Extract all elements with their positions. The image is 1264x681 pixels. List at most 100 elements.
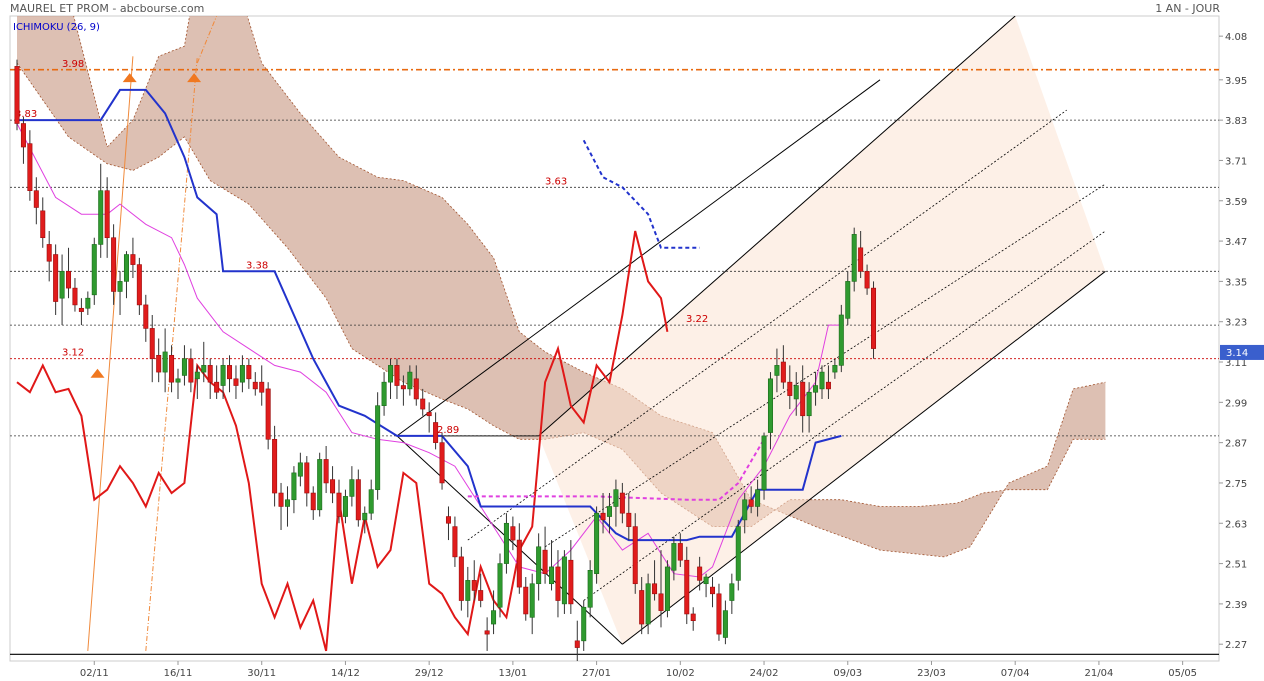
candle bbox=[381, 372, 387, 416]
candle-body bbox=[445, 516, 451, 524]
candle bbox=[503, 513, 509, 574]
orange-line-1 bbox=[145, 56, 198, 651]
candle-body bbox=[323, 459, 329, 484]
candle bbox=[20, 116, 26, 164]
candle-body bbox=[465, 580, 471, 601]
candle bbox=[349, 466, 355, 507]
candle-body bbox=[652, 583, 658, 595]
x-tick-label-12: 21/04 bbox=[1085, 668, 1114, 679]
candle-body bbox=[664, 566, 670, 611]
tenkan-projection bbox=[467, 438, 765, 501]
candle bbox=[188, 348, 194, 393]
candle bbox=[201, 341, 207, 383]
x-tick-label-10: 23/03 bbox=[917, 668, 946, 679]
candle-body bbox=[181, 358, 187, 376]
y-tick-label-5: 3.47 bbox=[1225, 237, 1247, 248]
tenkan-line bbox=[16, 123, 842, 578]
candle bbox=[710, 577, 716, 608]
candle-body bbox=[742, 499, 748, 521]
candle-body bbox=[767, 378, 773, 433]
y-tick-label-15: 2.27 bbox=[1225, 640, 1247, 651]
candle-body bbox=[98, 190, 104, 245]
candle-body bbox=[59, 271, 65, 299]
candle bbox=[53, 244, 59, 315]
candle bbox=[658, 550, 664, 628]
candle bbox=[291, 466, 297, 514]
candle bbox=[787, 365, 793, 410]
candle-body bbox=[671, 543, 677, 571]
candle bbox=[400, 375, 406, 406]
candle bbox=[735, 519, 741, 591]
candle-body bbox=[136, 264, 142, 306]
candle bbox=[864, 264, 870, 295]
candle bbox=[536, 533, 542, 601]
candle bbox=[169, 345, 175, 393]
candle-body bbox=[851, 234, 857, 282]
y-tick-label-2: 3.83 bbox=[1225, 116, 1247, 127]
candle-body bbox=[284, 499, 290, 507]
level-label-3: 3.38 bbox=[246, 260, 268, 271]
chart-title: MAUREL ET PROM - abcbourse.com bbox=[10, 2, 205, 15]
channel-lower-line bbox=[622, 270, 1106, 645]
candle bbox=[767, 372, 773, 450]
candle bbox=[310, 486, 316, 520]
period-label[interactable]: 1 AN - JOUR bbox=[1155, 2, 1220, 15]
candle-body bbox=[33, 190, 39, 208]
candle bbox=[91, 237, 97, 305]
candle-body bbox=[523, 586, 529, 615]
candle bbox=[761, 432, 767, 500]
candle bbox=[156, 338, 162, 383]
candle bbox=[632, 513, 638, 594]
candle bbox=[272, 425, 278, 507]
y-tick-label-8: 3.11 bbox=[1225, 358, 1247, 369]
candle bbox=[14, 59, 20, 131]
candle bbox=[426, 402, 432, 433]
candle-body bbox=[420, 398, 426, 410]
level-label-6: 2.89 bbox=[437, 425, 459, 436]
candle bbox=[871, 281, 877, 359]
cloud-span-a bbox=[73, 16, 1106, 558]
candle-body bbox=[394, 365, 400, 386]
candle-body bbox=[66, 271, 72, 289]
candle bbox=[336, 479, 342, 524]
candle-body bbox=[606, 506, 612, 517]
candle-body bbox=[858, 247, 864, 272]
candle bbox=[330, 466, 336, 504]
y-tick-label-10: 2.87 bbox=[1225, 439, 1247, 450]
candle bbox=[130, 237, 136, 279]
candle-body bbox=[748, 499, 754, 507]
candle-body bbox=[162, 351, 168, 373]
candle bbox=[613, 479, 619, 527]
x-tick-label-13: 05/05 bbox=[1168, 668, 1197, 679]
candle bbox=[793, 372, 799, 416]
candle-body bbox=[304, 462, 310, 494]
candle bbox=[729, 573, 735, 614]
candle bbox=[252, 372, 258, 396]
candle bbox=[413, 365, 419, 406]
candle bbox=[581, 600, 587, 651]
current-price-tag[interactable]: 3.14 bbox=[1220, 344, 1264, 360]
candle bbox=[484, 617, 490, 651]
candle bbox=[207, 358, 213, 399]
x-tick-label-6: 27/01 bbox=[582, 668, 611, 679]
candle-body bbox=[375, 405, 381, 490]
candle-body bbox=[201, 365, 207, 373]
candle-body bbox=[684, 559, 690, 615]
candle bbox=[780, 345, 786, 389]
candle-body bbox=[555, 566, 561, 601]
candle bbox=[439, 432, 445, 490]
candle-body bbox=[825, 381, 831, 390]
candle-body bbox=[735, 526, 741, 581]
candle bbox=[433, 412, 439, 450]
candle-body bbox=[677, 543, 683, 561]
channel-median-line bbox=[396, 79, 881, 437]
candle bbox=[722, 600, 728, 645]
orange-line-0 bbox=[87, 56, 134, 651]
candle-body bbox=[413, 378, 419, 400]
candle bbox=[394, 358, 400, 399]
candle-body bbox=[349, 479, 355, 497]
y-tick-label-6: 3.35 bbox=[1225, 277, 1247, 288]
y-tick-label-1: 3.95 bbox=[1225, 76, 1247, 87]
candle bbox=[117, 271, 123, 315]
candle-body bbox=[85, 297, 91, 309]
